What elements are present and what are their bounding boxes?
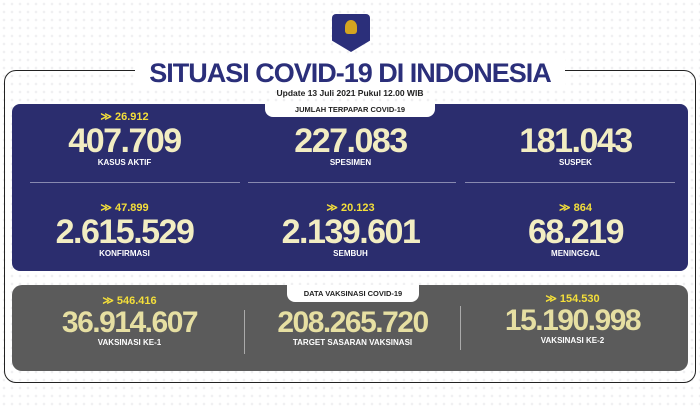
delta: ≫ 154.530 <box>545 293 600 305</box>
value: 181.043 <box>519 122 633 160</box>
divider <box>460 306 461 350</box>
stat-spesimen: 227.083 SPESIMEN <box>238 110 463 167</box>
cases-panel <box>12 104 688 271</box>
label: MENINGGAL <box>551 249 600 258</box>
value: 2.615.529 <box>55 213 195 251</box>
page-title: SITUASI COVID-19 DI INDONESIA <box>0 58 700 89</box>
update-timestamp: Update 13 Juli 2021 Pukul 12.00 WIB <box>276 88 424 98</box>
delta: ≫ 47.899 <box>100 202 149 214</box>
label: KONFIRMASI <box>99 249 150 258</box>
divider <box>244 310 245 354</box>
value: 227.083 <box>294 122 408 160</box>
stat-suspek: 181.043 SUSPEK <box>463 110 688 167</box>
label: SPESIMEN <box>329 158 372 167</box>
stat-vaksinasi-2: ≫ 154.530 15.190.998 VAKSINASI KE-2 <box>460 292 685 345</box>
divider <box>248 182 456 183</box>
delta: ≫ 864 <box>559 202 592 214</box>
value: 407.709 <box>68 122 182 160</box>
value: 15.190.998 <box>504 304 642 337</box>
divider <box>465 182 675 183</box>
stat-sembuh: ≫ 20.123 2.139.601 SEMBUH <box>238 201 463 258</box>
label: SEMBUH <box>333 249 368 258</box>
label: VAKSINASI KE-2 <box>540 336 605 345</box>
divider <box>30 182 240 183</box>
title-text: SITUASI COVID-19 DI INDONESIA <box>135 58 565 88</box>
value: 68.219 <box>528 213 625 251</box>
value: 2.139.601 <box>281 213 421 251</box>
value: 36.914.607 <box>61 306 199 339</box>
value: 208.265.720 <box>277 306 429 339</box>
delta: ≫ 20.123 <box>326 202 375 214</box>
stat-kasus-aktif: ≫ 26.912 407.709 KASUS AKTIF <box>12 110 237 167</box>
stat-target-vaksinasi: 208.265.720 TARGET SASARAN VAKSINASI <box>240 306 465 348</box>
label: KASUS AKTIF <box>97 158 152 167</box>
stat-vaksinasi-1: ≫ 546.416 36.914.607 VAKSINASI KE-1 <box>17 294 242 347</box>
delta: ≫ 26.912 <box>100 111 149 123</box>
label: VAKSINASI KE-1 <box>97 338 162 347</box>
stat-konfirmasi: ≫ 47.899 2.615.529 KONFIRMASI <box>12 201 237 258</box>
delta: ≫ 546.416 <box>102 295 157 307</box>
cases-section-label: JUMLAH TERPAPAR COVID-19 <box>265 104 435 117</box>
vaccination-section-label: DATA VAKSINASI COVID-19 <box>287 285 419 302</box>
stat-meninggal: ≫ 864 68.219 MENINGGAL <box>463 201 688 258</box>
label: SUSPEK <box>559 158 592 167</box>
label: TARGET SASARAN VAKSINASI <box>292 338 413 347</box>
